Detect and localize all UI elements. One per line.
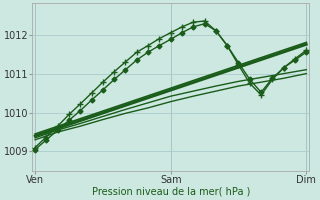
X-axis label: Pression niveau de la mer( hPa ): Pression niveau de la mer( hPa )	[92, 187, 250, 197]
